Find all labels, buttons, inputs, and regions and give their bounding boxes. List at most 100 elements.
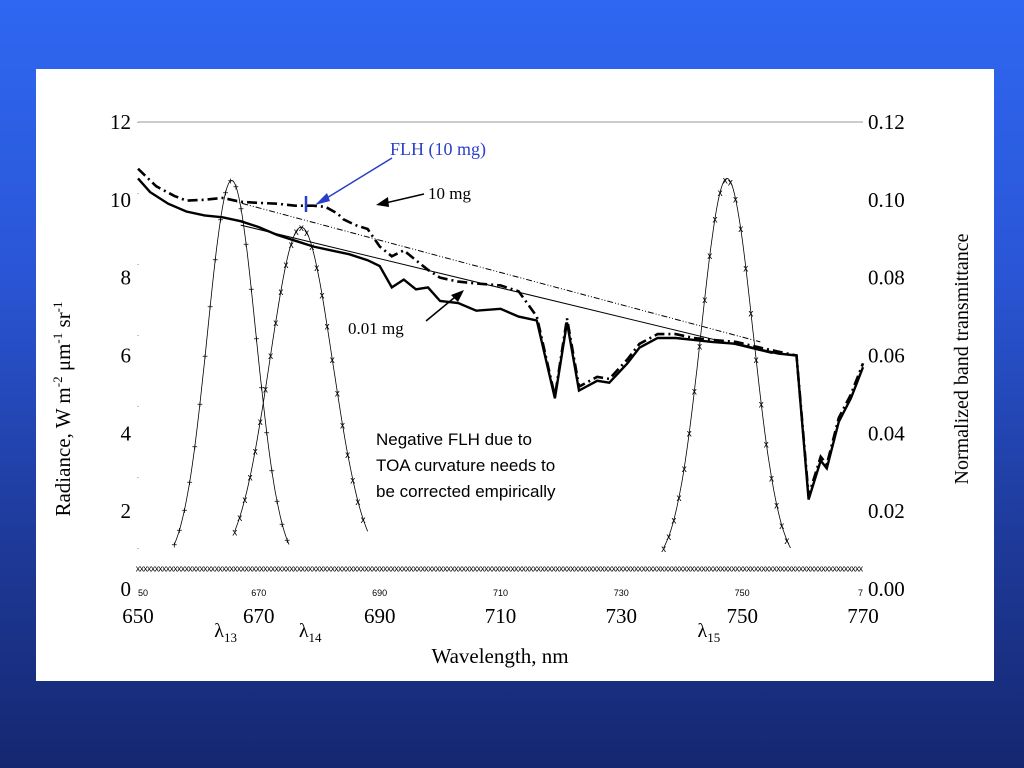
band-floor-marker: x — [184, 564, 189, 574]
band-floor-marker: x — [402, 564, 407, 574]
band-floor-marker: x — [645, 564, 650, 574]
band-marker: x — [273, 318, 278, 329]
band-floor-marker: x — [166, 564, 171, 574]
band-floor-marker: x — [450, 564, 455, 574]
band-floor-marker: x — [394, 564, 399, 574]
negative-flh-note: Negative FLH due to TOA curvature needs … — [376, 430, 556, 501]
band-floor-marker: x — [623, 564, 628, 574]
band-marker: x — [666, 532, 671, 543]
band-floor-marker: x — [244, 564, 249, 574]
band-floor-marker: x — [432, 564, 437, 574]
band-floor-marker: x — [806, 564, 811, 574]
band-floor-marker: x — [301, 564, 306, 574]
band-floor-marker: x — [743, 564, 748, 574]
y2-tick-label: 0.12 — [868, 110, 905, 134]
band-floor-marker: x — [716, 564, 721, 574]
band-marker: x — [733, 195, 738, 206]
band-marker: x — [671, 516, 676, 527]
y2-tick-label: 0.10 — [868, 188, 905, 212]
band-floor-marker: x — [832, 564, 837, 574]
band-floor-marker: x — [151, 564, 156, 574]
band-marker: x — [314, 263, 319, 274]
band-floor-marker: x — [323, 564, 328, 574]
band-marker: x — [723, 175, 728, 186]
band-floor-marker: x — [660, 564, 665, 574]
band-floor-marker: x — [319, 564, 324, 574]
band-floor-marker: x — [817, 564, 822, 574]
band-marker: x — [284, 260, 289, 271]
band-floor-marker: x — [143, 564, 148, 574]
band-marker: x — [707, 251, 712, 262]
band-floor-marker: x — [199, 564, 204, 574]
band-floor-marker: x — [844, 564, 849, 574]
band-floor-marker: x — [237, 564, 242, 574]
band-floor-marker: x — [484, 564, 489, 574]
band-marker: x — [713, 214, 718, 225]
flh-arrowhead — [315, 193, 330, 205]
band-marker: x — [340, 421, 345, 432]
band-marker: x — [759, 399, 764, 410]
band-marker: + — [187, 478, 193, 489]
band-floor-marker: x — [387, 564, 392, 574]
band-floor-marker: x — [544, 564, 549, 574]
band-marker: x — [784, 536, 789, 547]
band-marker: + — [197, 400, 203, 411]
series-10mg-line — [137, 167, 865, 496]
band-floor-marker: x — [668, 564, 673, 574]
band-floor-marker: x — [679, 564, 684, 574]
band-floor-marker: x — [626, 564, 631, 574]
band-marker: x — [361, 515, 366, 526]
band-marker: + — [279, 520, 285, 531]
band-floor-marker: x — [188, 564, 193, 574]
band-floor-marker: x — [735, 564, 740, 574]
band-floor-marker: x — [525, 564, 530, 574]
band-floor-marker: x — [207, 564, 212, 574]
band-floor-marker: x — [810, 564, 815, 574]
band-floor-marker: x — [361, 564, 366, 574]
band-floor-marker: x — [177, 564, 182, 574]
band-floor-marker: x — [173, 564, 178, 574]
band-floor-marker: x — [297, 564, 302, 574]
band-floor-marker: x — [720, 564, 725, 574]
plot-area — [137, 121, 863, 589]
band-floor-marker: x — [510, 564, 515, 574]
band-marker: x — [253, 447, 258, 458]
band-floor-marker: x — [582, 564, 587, 574]
x-minor-tick-label: 690 — [372, 588, 387, 598]
band-marker: x — [697, 341, 702, 352]
band-floor-marker: x — [559, 564, 564, 574]
band-floor-marker: x — [226, 564, 231, 574]
band-marker: x — [299, 223, 304, 234]
band-marker: x — [304, 228, 309, 239]
band-floor-marker: x — [413, 564, 418, 574]
band-marker: + — [176, 526, 182, 537]
band-floor-marker: x — [383, 564, 388, 574]
band-floor-marker: x — [604, 564, 609, 574]
band-floor-marker: x — [417, 564, 422, 574]
band-floor-marker: x — [499, 564, 504, 574]
band-floor-marker: x — [611, 564, 616, 574]
band-floor-marker: x — [825, 564, 830, 574]
band-floor-marker: x — [259, 564, 264, 574]
flh-arrow — [316, 157, 393, 205]
band-floor-marker: x — [570, 564, 575, 574]
x-tick-label: 690 — [364, 604, 396, 628]
band-floor-marker: x — [739, 564, 744, 574]
band-floor-marker: x — [630, 564, 635, 574]
note-line-1: Negative FLH due to — [376, 430, 532, 449]
band-floor-marker: x — [465, 564, 470, 574]
band-marker: + — [202, 352, 208, 363]
band-marker: x — [661, 544, 666, 555]
band-floor-marker: x — [271, 564, 276, 574]
y-tick-label: 4 — [121, 421, 132, 445]
band-marker: + — [171, 541, 177, 552]
band-floor-marker: x — [754, 564, 759, 574]
band-marker: + — [207, 302, 213, 313]
x-axis-title: Wavelength, nm — [431, 644, 568, 668]
band-marker: x — [738, 224, 743, 235]
band-marker: x — [769, 473, 774, 484]
band-floor-marker: x — [278, 564, 283, 574]
band-floor-marker: x — [840, 564, 845, 574]
band-marker: x — [764, 439, 769, 450]
band-floor-marker: x — [656, 564, 661, 574]
